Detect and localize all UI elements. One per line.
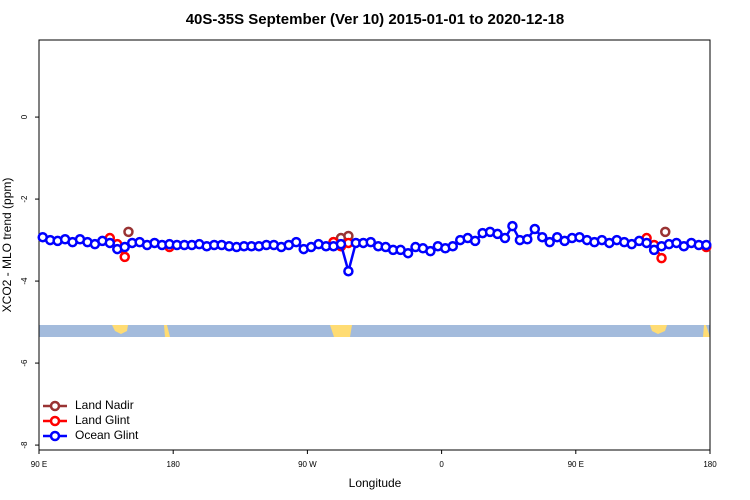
- x-axis-label: Longitude: [349, 476, 402, 490]
- chart-title: 40S-35S September (Ver 10) 2015-01-01 to…: [186, 11, 565, 28]
- y-tick-label: 0: [20, 114, 29, 119]
- data-point: [290, 236, 302, 248]
- legend-marker: [49, 400, 61, 412]
- x-tick-label: 180: [167, 460, 181, 469]
- data-point: [641, 237, 652, 249]
- x-tick-label: 0: [439, 460, 444, 469]
- legend-marker: [49, 415, 61, 427]
- data-point: [119, 251, 130, 263]
- data-point: [343, 265, 354, 277]
- data-point: [537, 231, 548, 243]
- y-tick-label: -2: [20, 195, 29, 203]
- data-point: [522, 234, 533, 245]
- land-patch: [330, 325, 352, 337]
- x-tick-label: 90 E: [31, 460, 47, 469]
- legend-label: Land Nadir: [75, 398, 134, 412]
- legend-label: Land Glint: [75, 413, 130, 427]
- ocean-strip: [39, 325, 710, 337]
- x-tick-label: 180: [703, 460, 717, 469]
- data-point: [499, 232, 511, 244]
- data-point: [492, 228, 503, 240]
- data-point: [469, 235, 481, 247]
- land-patch: [650, 325, 667, 334]
- data-point: [104, 237, 116, 249]
- map-strip: [39, 325, 710, 337]
- data-point: [447, 240, 459, 252]
- y-tick-label: -4: [20, 277, 29, 285]
- land-patch: [112, 325, 128, 334]
- legend-marker: [49, 430, 61, 442]
- data-point: [544, 236, 555, 248]
- x-tick-label: 90 E: [568, 460, 584, 469]
- x-tick-label: 90 W: [298, 460, 317, 469]
- data-point: [507, 220, 518, 232]
- y-tick-label: -8: [20, 441, 29, 449]
- land-patch: [703, 325, 710, 337]
- data-point: [123, 226, 134, 238]
- data-point: [335, 238, 347, 250]
- data-point: [656, 252, 667, 264]
- data-point: [425, 245, 436, 257]
- legend-label: Ocean Glint: [75, 428, 139, 442]
- data-point: [365, 236, 377, 248]
- data-point: [529, 223, 541, 235]
- land-patch: [164, 325, 170, 337]
- data-point: [660, 226, 671, 238]
- y-tick-label: -6: [20, 359, 29, 367]
- y-axis-label: XCO2 - MLO trend (ppm): [0, 178, 14, 313]
- data-point: [402, 247, 414, 259]
- data-point: [701, 239, 712, 251]
- data-point: [119, 241, 130, 253]
